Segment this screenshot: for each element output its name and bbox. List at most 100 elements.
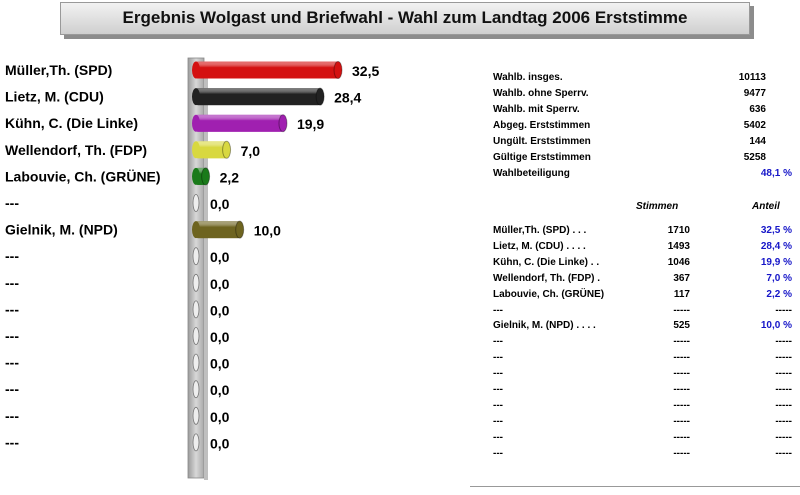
stat-label: Ungült. Erststimmen [493,136,591,147]
share-cell: ----- [775,368,792,380]
stat-value: 10113 [738,72,766,83]
stat-row: Wahlb. insges. 10113 [470,72,800,87]
candidate-name: Lietz, M. (CDU) . . . . [493,240,586,252]
bar [192,433,200,452]
table-row: Wellendorf, Th. (FDP) . 367 7,0 % [470,273,800,288]
candidate-name: Wellendorf, Th. (FDP) . [493,272,601,284]
share-cell: ----- [775,399,792,411]
candidate-name: --- [493,336,503,348]
table-row: --- ----- ----- [470,305,800,320]
candidate-name: --- [493,431,503,443]
share-cell: ----- [775,352,792,364]
votes-cell: ----- [673,431,690,443]
value-label: 10,0 [254,223,281,239]
table-row: --- ----- ----- [470,352,800,367]
votes-cell: 525 [673,320,690,332]
share-cell: 2,2 % [766,288,792,300]
votes-cell: ----- [673,336,690,348]
share-cell: 32,5 % [760,225,792,236]
category-label: --- [5,381,19,397]
stat-value: 5402 [743,120,766,131]
share-cell: ----- [775,447,792,459]
value-label: 28,4 [334,90,361,106]
table-row: --- ----- ----- [470,448,800,463]
value-label: 0,0 [210,302,230,318]
category-label: Labouvie, Ch. (GRÜNE) [5,168,161,184]
category-label: Lietz, M. (CDU) [5,89,104,105]
share-cell: ----- [775,384,792,395]
stat-label: Gültige Erststimmen [493,152,591,163]
stat-row: Gültige Erststimmen 5258 [470,152,800,167]
stat-label: Abgeg. Erststimmen [493,120,591,131]
votes-cell: ----- [673,384,690,395]
stat-value: 9477 [743,88,766,99]
share-cell: ----- [775,431,792,443]
bar [192,353,200,372]
candidate-name: --- [493,304,503,316]
bar [192,300,200,319]
category-label: Müller,Th. (SPD) [5,62,112,78]
share-cell: 28,4 % [760,240,792,252]
stat-value: 5258 [743,152,766,163]
votes-cell: ----- [673,304,690,316]
bar [192,167,211,186]
votes-cell: ----- [673,399,690,411]
bar [192,273,200,292]
axis-pillar [187,57,208,480]
bar [192,140,232,159]
bar [192,247,200,266]
stat-label: Wahlb. mit Sperrv. [493,104,580,115]
value-label: 2,2 [220,169,240,185]
value-label: 0,0 [210,409,230,425]
category-label: Kühn, C. (Die Linke) [5,115,138,131]
bar [192,327,200,345]
candidate-name: --- [493,352,503,364]
category-label: --- [5,275,19,291]
category-label: --- [5,248,19,264]
title-banner: Ergebnis Wolgast und Briefwahl - Wahl zu… [60,2,750,35]
stat-value: 144 [749,136,766,147]
candidate-name: Gielnik, M. (NPD) . . . . [493,320,596,332]
votes-cell: 1493 [667,240,690,252]
table-row: --- ----- ----- [470,432,800,447]
candidate-name: Müller,Th. (SPD) . . . [493,225,587,236]
candidate-name: --- [493,415,503,427]
bars: Müller,Th. (SPD) 32,5 Lietz, M. (CDU) 28,4 K… [5,61,379,452]
table-row: Müller,Th. (SPD) . . . 1710 32,5 % [470,225,800,240]
share-cell: 7,0 % [766,272,792,284]
stat-row: Wahlb. ohne Sperrv. 9477 [470,88,800,103]
candidate-name: --- [493,447,503,459]
table-row: --- ----- ----- [470,368,800,383]
table-row: Gielnik, M. (NPD) . . . . 525 10,0 % [470,320,800,335]
stat-value: 636 [749,104,766,115]
bar [192,114,288,133]
category-label: --- [5,301,19,317]
axis-pillar-shadow [204,62,208,480]
bar [192,406,200,425]
stat-row: Wahlbeteiligung 48,1 % [470,168,800,183]
share-cell: 10,0 % [760,320,792,332]
table-row: Lietz, M. (CDU) . . . . 1493 28,4 % [470,241,800,256]
value-label: 0,0 [210,249,230,265]
table-row: --- ----- ----- [470,384,800,399]
bar [192,61,343,79]
divider [470,486,800,487]
category-label: Gielnik, M. (NPD) [5,222,118,238]
category-label: --- [5,408,19,424]
stat-value: 48,1 % [760,168,792,179]
value-label: 7,0 [241,143,261,159]
bar [192,87,325,106]
votes-cell: ----- [673,415,690,427]
share-cell: ----- [775,336,792,348]
candidate-name: --- [493,399,503,411]
table-row: --- ----- ----- [470,416,800,431]
category-label: Wellendorf, Th. (FDP) [5,142,147,158]
candidate-name: Labouvie, Ch. (GRÜNE) [493,288,605,300]
votes-cell: 1046 [667,256,690,268]
votes-cell: ----- [673,352,690,364]
value-label: 19,9 [297,116,324,132]
category-label: --- [5,328,19,344]
table-row: Kühn, C. (Die Linke) . . 1046 19,9 % [470,257,800,272]
votes-cell: ----- [673,447,690,459]
value-label: 0,0 [210,196,230,212]
